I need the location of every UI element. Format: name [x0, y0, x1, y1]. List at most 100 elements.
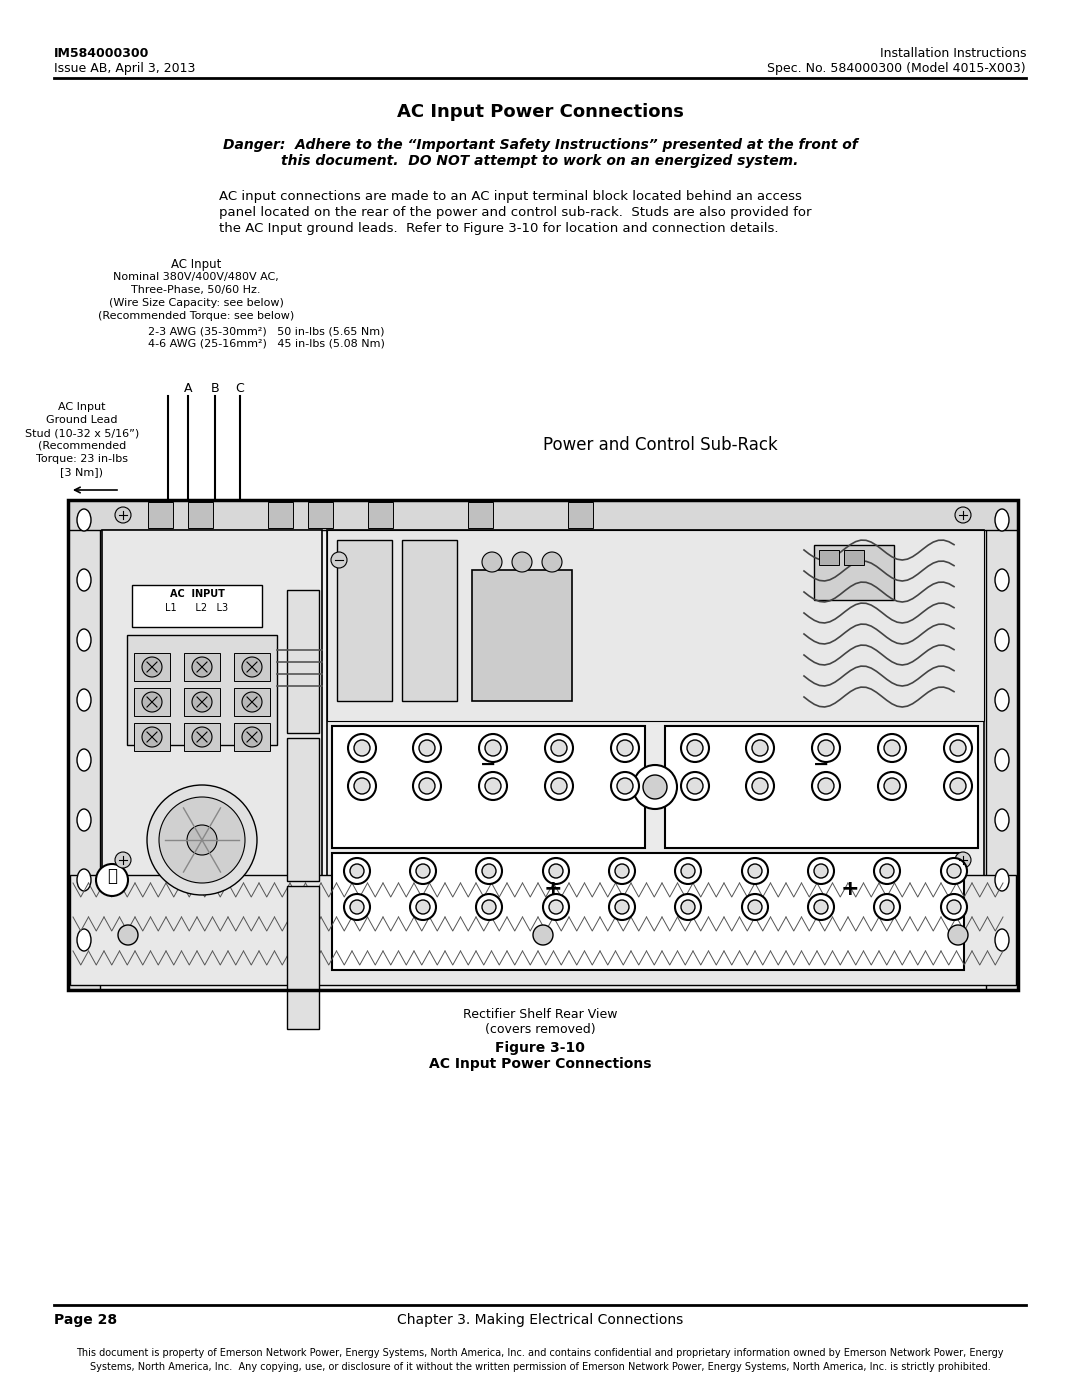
Text: Issue AB, April 3, 2013: Issue AB, April 3, 2013 — [54, 61, 195, 75]
Circle shape — [748, 863, 762, 877]
Ellipse shape — [77, 509, 91, 531]
Circle shape — [941, 894, 967, 921]
Bar — [287, 590, 319, 733]
Circle shape — [549, 900, 563, 914]
Circle shape — [944, 733, 972, 761]
Circle shape — [885, 778, 900, 793]
Ellipse shape — [995, 749, 1009, 771]
Text: (Recommended Torque: see below): (Recommended Torque: see below) — [98, 312, 294, 321]
Bar — [134, 687, 170, 717]
Circle shape — [348, 733, 376, 761]
Bar — [287, 886, 319, 1030]
Circle shape — [874, 858, 900, 884]
Text: Nominal 380V/400V/480V AC,: Nominal 380V/400V/480V AC, — [113, 272, 279, 282]
Text: Figure 3-10: Figure 3-10 — [495, 1041, 585, 1055]
Circle shape — [609, 894, 635, 921]
Circle shape — [118, 925, 138, 944]
Circle shape — [545, 733, 573, 761]
Circle shape — [611, 733, 639, 761]
Text: +: + — [544, 879, 563, 900]
Text: Systems, North America, Inc.  Any copying, use, or disclosure of it without the : Systems, North America, Inc. Any copying… — [90, 1362, 990, 1372]
Circle shape — [880, 863, 894, 877]
Circle shape — [878, 773, 906, 800]
Circle shape — [808, 894, 834, 921]
Bar — [472, 570, 572, 701]
Ellipse shape — [77, 929, 91, 951]
Bar — [234, 652, 270, 680]
Bar — [184, 687, 220, 717]
Ellipse shape — [995, 809, 1009, 831]
Circle shape — [482, 863, 496, 877]
Circle shape — [617, 740, 633, 756]
Circle shape — [748, 900, 762, 914]
Circle shape — [242, 726, 262, 747]
Ellipse shape — [995, 869, 1009, 891]
Circle shape — [543, 894, 569, 921]
Text: (Wire Size Capacity: see below): (Wire Size Capacity: see below) — [109, 298, 283, 307]
Circle shape — [681, 733, 708, 761]
Text: (covers removed): (covers removed) — [485, 1023, 595, 1037]
Circle shape — [419, 740, 435, 756]
Text: B: B — [211, 381, 219, 395]
Circle shape — [242, 657, 262, 678]
Circle shape — [950, 740, 966, 756]
Circle shape — [948, 925, 968, 944]
Circle shape — [141, 657, 162, 678]
Ellipse shape — [77, 569, 91, 591]
Circle shape — [633, 766, 677, 809]
Circle shape — [476, 894, 502, 921]
Circle shape — [955, 507, 971, 522]
Text: ⏚: ⏚ — [107, 868, 117, 886]
Text: C: C — [235, 381, 244, 395]
Text: Torque: 23 in-lbs: Torque: 23 in-lbs — [36, 454, 129, 464]
Ellipse shape — [995, 509, 1009, 531]
Bar — [102, 529, 322, 985]
Circle shape — [814, 900, 828, 914]
Circle shape — [551, 740, 567, 756]
Bar — [148, 502, 173, 528]
Circle shape — [874, 894, 900, 921]
Circle shape — [485, 778, 501, 793]
Bar — [188, 502, 213, 528]
Circle shape — [413, 733, 441, 761]
Circle shape — [643, 775, 667, 799]
Circle shape — [543, 858, 569, 884]
Circle shape — [476, 858, 502, 884]
Ellipse shape — [995, 689, 1009, 711]
Bar — [368, 502, 393, 528]
Circle shape — [752, 778, 768, 793]
Ellipse shape — [995, 569, 1009, 591]
Ellipse shape — [77, 749, 91, 771]
Circle shape — [141, 726, 162, 747]
Bar — [332, 726, 645, 848]
Text: 4-6 AWG (25-16mm²)   45 in-lbs (5.08 Nm): 4-6 AWG (25-16mm²) 45 in-lbs (5.08 Nm) — [148, 339, 384, 349]
Bar — [819, 550, 839, 564]
Bar — [332, 854, 964, 970]
Bar — [337, 541, 392, 701]
Text: Rectifier Shelf Rear View: Rectifier Shelf Rear View — [462, 1009, 618, 1021]
Bar — [986, 500, 1018, 990]
Text: (Recommended: (Recommended — [38, 441, 126, 451]
Text: Page 28: Page 28 — [54, 1313, 117, 1327]
Circle shape — [482, 552, 502, 571]
Bar — [184, 724, 220, 752]
Text: IM584000300: IM584000300 — [54, 47, 149, 60]
Bar — [184, 652, 220, 680]
Bar — [234, 724, 270, 752]
Circle shape — [950, 778, 966, 793]
Bar — [402, 541, 457, 701]
Circle shape — [814, 863, 828, 877]
Text: L1      L2   L3: L1 L2 L3 — [165, 604, 229, 613]
Circle shape — [485, 740, 501, 756]
Circle shape — [187, 826, 217, 855]
Bar — [68, 500, 1018, 990]
Bar — [70, 875, 1016, 985]
Text: Stud (10-32 x 5/16”): Stud (10-32 x 5/16”) — [25, 427, 139, 439]
Text: −: − — [480, 754, 496, 774]
Bar — [132, 585, 262, 627]
Circle shape — [681, 773, 708, 800]
Circle shape — [419, 778, 435, 793]
Bar — [287, 738, 319, 882]
Bar — [843, 550, 864, 564]
Bar — [134, 724, 170, 752]
